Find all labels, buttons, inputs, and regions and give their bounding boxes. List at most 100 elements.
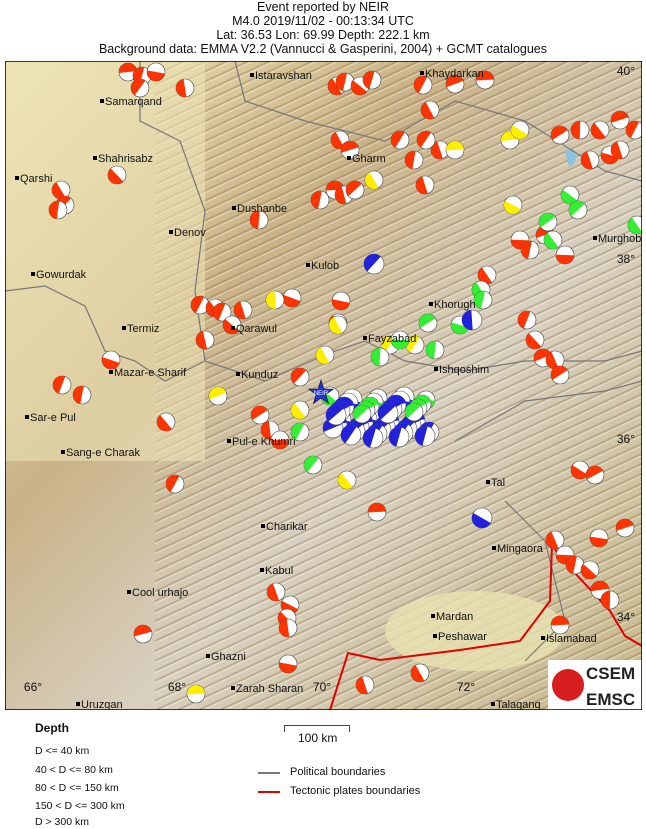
city-marker-icon [169,230,173,234]
beachball-quadrant [474,291,486,309]
beachball-quadrant [546,351,559,369]
focal-mechanism-beachball [290,400,310,420]
city: Kabul [260,565,293,577]
beachball-quadrant [546,531,559,549]
focal-mechanism-beachball [555,245,575,265]
legend-tectonic-label: Tectonic plates boundaries [290,785,421,797]
beachball-quadrant [544,232,559,249]
beachball-quadrant [566,556,577,574]
beachball-quadrant [601,591,611,609]
focal-mechanism-beachball [130,78,150,98]
beachball-quadrant [131,79,146,96]
city-marker-icon [109,370,113,374]
globe-logo-icon [552,669,584,701]
beachball-quadrant [119,63,137,73]
scale-bar [284,725,350,732]
beachball-quadrant [49,201,60,219]
beachball-quadrant [518,311,531,329]
city-label: Islamabad [546,633,597,645]
focal-mechanism-beachball [265,290,285,310]
beachball-quadrant [591,581,609,592]
beachball-quadrant [311,191,322,209]
seismicity-map[interactable]: Samarqand Istaravshan Khaydarkan Shahrisabz… [5,61,642,710]
city: Samarqand [100,96,162,108]
city-label: Kunduz [241,369,278,381]
focal-mechanism-beachball [250,405,270,425]
beachball-quadrant [329,316,343,334]
city-label: Ghazni [211,651,246,663]
event-location: Lat: 36.53 Lon: 69.99 Depth: 222.1 km [216,28,430,42]
longitude-tick: 66° [24,680,42,694]
logo-emsc: EMSC [586,690,635,709]
focal-mechanism-beachball [430,140,450,160]
beachball-quadrant [406,336,420,353]
beachball-quadrant [351,80,367,95]
focal-mechanism-beachball [420,100,440,120]
beachball-quadrant [426,341,437,359]
beachball-quadrant [326,405,344,422]
focal-mechanism-beachball [101,350,121,370]
focal-mechanism-beachball [377,402,399,424]
city: Dushanbe [232,203,287,215]
longitude-tick: 72° [457,680,475,694]
city: Mingaora [492,543,544,555]
city-marker-icon [15,176,19,180]
beachball-quadrant [267,583,280,601]
beachball-quadrant [419,314,436,328]
beachball-quadrant [73,386,84,404]
beachball-quadrant [332,299,350,310]
city-marker-icon [232,206,236,210]
beachball-quadrant [476,71,494,81]
tectonic-boundary [329,542,642,710]
focal-mechanism-beachball [370,347,390,367]
focal-mechanism-beachball [545,350,565,370]
focal-mechanism-beachball [600,590,620,610]
focal-mechanism-beachball [404,150,424,170]
city-label: Pul-e Khumri [232,436,296,448]
beachball-quadrant [356,676,368,694]
beachball-quadrant [626,121,640,139]
beachball-quadrant [581,151,593,169]
focal-mechanism-beachball [445,74,465,94]
beachball-quadrant [611,111,629,123]
beachball-quadrant [304,456,319,473]
beachball-quadrant [353,405,369,421]
beachball-quadrant [223,319,239,334]
focal-mechanism-beachball [425,340,445,360]
focal-mechanism-beachball [367,502,387,522]
focal-mechanism-beachball [538,212,558,232]
epicenter-marker[interactable]: NEIR [307,379,335,405]
focal-mechanism-beachball [345,180,365,200]
event-magnitude-time: M4.0 2019/11/02 - 00:13:34 UTC [232,14,414,28]
tectonic-line-swatch [258,790,280,793]
city: Gharm [347,153,386,165]
beachball-quadrant [446,141,464,151]
political-line-swatch [258,771,280,774]
city-label: Samarqand [105,96,162,108]
focal-mechanism-beachball [303,455,323,475]
beachball-quadrant [628,217,642,234]
city-marker-icon [363,336,367,340]
focal-mechanism-beachball [410,663,430,683]
focal-mechanism-beachball [585,465,605,485]
beachball-quadrant [371,348,381,366]
focal-mechanism-beachball [156,412,176,432]
beachball-quadrant [341,141,359,153]
focal-mechanism-beachball [418,313,438,333]
beachball-quadrant [363,71,375,89]
focal-mechanism-beachball [390,130,410,150]
beachball-quadrant [279,662,297,673]
focal-mechanism-beachball [355,675,375,695]
beachball-quadrant [581,563,597,579]
city-label: Fayzabad [368,333,416,345]
city-label: Dushanbe [237,203,287,215]
focal-mechanism-beachball [233,300,253,320]
latitude-tick: 38° [617,252,635,266]
beachball-quadrant [478,267,493,284]
focal-mechanism-beachball [363,253,385,275]
event-source: Event reported by NEIR [256,0,389,14]
focal-mechanism-beachball [388,426,410,448]
city-marker-icon [541,636,545,640]
city: Sang-e Charak [61,447,140,459]
city-marker-icon [61,450,65,454]
